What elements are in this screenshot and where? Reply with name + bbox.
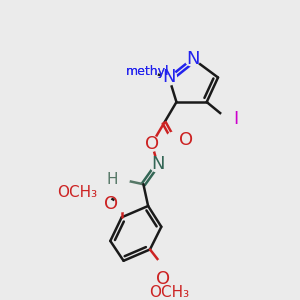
- Text: methyl: methyl: [126, 65, 170, 78]
- Circle shape: [144, 136, 159, 151]
- Text: N: N: [162, 68, 175, 86]
- Circle shape: [185, 51, 200, 66]
- Text: H: H: [106, 172, 118, 187]
- Circle shape: [114, 196, 129, 212]
- Text: N: N: [151, 155, 164, 173]
- Circle shape: [220, 112, 235, 127]
- Circle shape: [150, 157, 165, 172]
- Circle shape: [158, 270, 180, 293]
- Text: OCH₃: OCH₃: [57, 185, 97, 200]
- Text: OCH₃: OCH₃: [149, 285, 189, 300]
- Circle shape: [156, 259, 171, 274]
- Text: O: O: [156, 270, 170, 288]
- Circle shape: [89, 182, 112, 204]
- Text: N: N: [186, 50, 199, 68]
- Text: O: O: [145, 135, 159, 153]
- Text: O: O: [179, 131, 194, 149]
- Circle shape: [114, 172, 129, 187]
- Circle shape: [161, 70, 176, 85]
- Circle shape: [166, 132, 181, 147]
- Circle shape: [139, 62, 158, 81]
- Text: O: O: [104, 195, 118, 213]
- Text: methyl: methyl: [126, 65, 170, 78]
- Text: I: I: [233, 110, 238, 128]
